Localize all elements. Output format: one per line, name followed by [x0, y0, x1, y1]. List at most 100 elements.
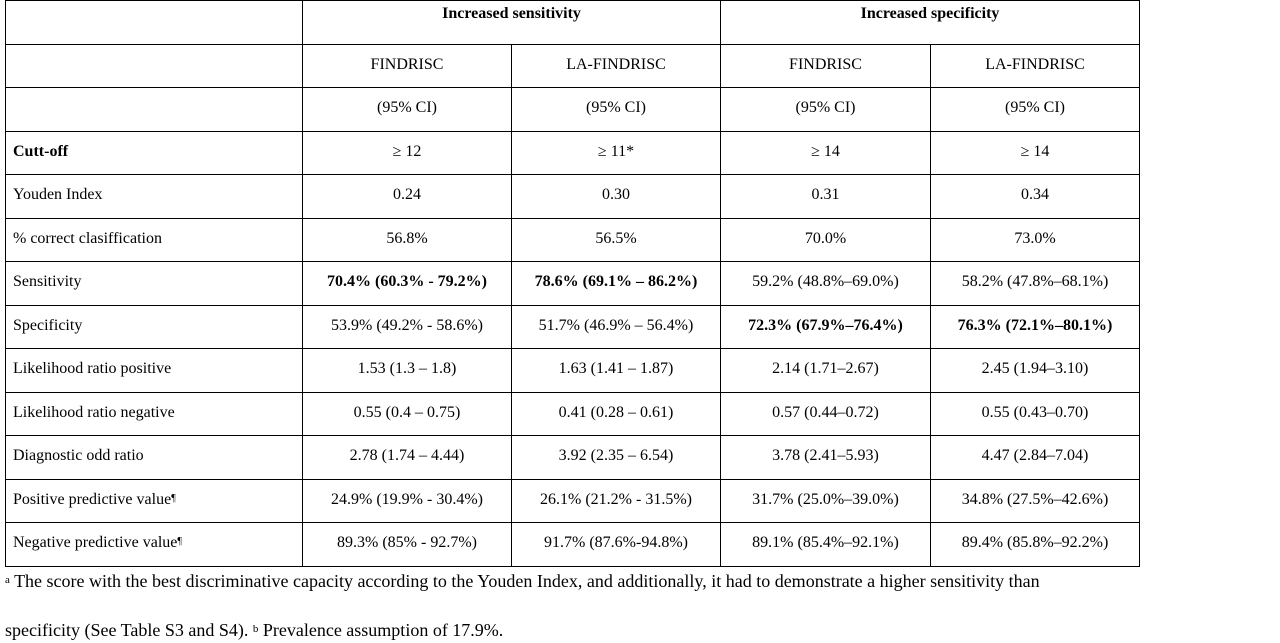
- cell-value: 53.9% (49.2% - 58.6%): [331, 316, 483, 334]
- value-cell: 70.4% (60.3% - 79.2%): [302, 261, 512, 306]
- table-row: Likelihood ratio negative 0.55 (0.4 – 0.7…: [5, 391, 1141, 436]
- cell-value: 0.55 (0.43–0.70): [981, 403, 1089, 421]
- value-cell: 4.47 (2.84–7.04): [929, 435, 1141, 480]
- row-label: Specificity: [13, 316, 83, 334]
- header-empty-cell: [5, 87, 303, 132]
- cell-value: 70.4% (60.3% - 79.2%): [327, 273, 487, 290]
- value-cell: 24.9% (19.9% - 30.4%): [302, 478, 512, 523]
- cell-value: 31.7% (25.0%–39.0%): [752, 490, 899, 508]
- row-label-footnote-mark: ¶: [171, 492, 176, 504]
- value-cell: 58.2% (47.8%–68.1%): [929, 261, 1141, 306]
- value-cell: 89.1% (85.4%–92.1%): [720, 522, 931, 567]
- header-row-ci: (95% CI) (95% CI) (95% CI) (95% CI): [5, 87, 1141, 132]
- value-cell: 0.41 (0.28 – 0.61): [511, 391, 721, 436]
- table-row: Likelihood ratio positive 1.53 (1.3 – 1.8…: [5, 348, 1141, 393]
- cell-value: 0.41 (0.28 – 0.61): [558, 403, 674, 421]
- value-cell: 1.53 (1.3 – 1.8): [302, 348, 512, 393]
- row-label: Positive predictive value: [13, 490, 172, 508]
- cell-value: 76.3% (72.1%–80.1%): [957, 316, 1113, 334]
- row-label-cell: Sensitivity: [5, 261, 303, 306]
- header-model-cell: FINDRISC: [302, 43, 512, 88]
- footnote-b-mark: b: [252, 623, 259, 635]
- value-cell: 0.57 (0.44–0.72): [720, 391, 931, 436]
- header-model-cell: LA-FINDRISC: [511, 43, 721, 88]
- footnote-a-continued: specificity (See Table S3 and S4). b Pre…: [5, 620, 503, 640]
- value-cell: 2.14 (1.71–2.67): [720, 348, 931, 393]
- value-cell: 0.31: [720, 174, 931, 219]
- footnote-b-text: Prevalence assumption of 17.9%.: [258, 620, 504, 640]
- row-label: Diagnostic odd ratio: [13, 447, 144, 464]
- cell-value: 73.0%: [1014, 229, 1056, 247]
- table-row: Negative predictive value¶ 89.3% (85% - 9…: [5, 522, 1141, 567]
- value-cell: 26.1% (21.2% - 31.5%): [511, 478, 721, 523]
- value-cell: 76.3% (72.1%–80.1%): [929, 304, 1141, 349]
- cell-value: ≥ 12: [392, 142, 422, 160]
- value-cell: 78.6% (69.1% – 86.2%): [511, 261, 721, 306]
- header-row-models: FINDRISC LA-FINDRISC FINDRISC LA-FINDRIS…: [5, 43, 1141, 88]
- row-label: Youden Index: [13, 186, 103, 203]
- cell-value: 0.30: [602, 186, 630, 203]
- header-model-cell: LA-FINDRISC: [929, 43, 1141, 88]
- footnote-a-text: The score with the best discriminative c…: [9, 571, 1040, 591]
- row-label: Sensitivity: [13, 273, 82, 290]
- cell-value: 1.63 (1.41 – 1.87): [558, 360, 674, 377]
- value-cell: 34.8% (27.5%–42.6%): [929, 478, 1141, 523]
- footnote-a: a The score with the best discriminative…: [5, 571, 1040, 591]
- row-label-cell: Cutt-off: [5, 130, 303, 175]
- row-label-cell: Diagnostic odd ratio: [5, 435, 303, 480]
- table-row: Cutt-off ≥ 12 ≥ 11* ≥ 14 ≥ 14: [5, 130, 1141, 175]
- cell-value: 56.5%: [595, 229, 637, 247]
- table-row: % correct clasiffication 56.8% 56.5% 70.0% 7…: [5, 217, 1141, 262]
- cell-value: 70.0%: [804, 229, 847, 247]
- value-cell: 73.0%: [929, 217, 1141, 262]
- value-cell: ≥ 14: [720, 130, 931, 175]
- value-cell: ≥ 14: [929, 130, 1141, 175]
- row-label: Negative predictive value: [13, 534, 178, 551]
- value-cell: 89.3% (85% - 92.7%): [302, 522, 512, 567]
- row-label-cell: Likelihood ratio positive: [5, 348, 303, 393]
- value-cell: 0.55 (0.43–0.70): [929, 391, 1141, 436]
- cell-value: 0.57 (0.44–0.72): [772, 403, 879, 421]
- cell-value: 34.8% (27.5%–42.6%): [961, 490, 1109, 508]
- cell-value: 0.34: [1021, 186, 1049, 203]
- cell-value: 51.7% (46.9% – 56.4%): [538, 316, 694, 334]
- value-cell: 51.7% (46.9% – 56.4%): [511, 304, 721, 349]
- cell-value: 3.78 (2.41–5.93): [772, 447, 879, 464]
- value-cell: 59.2% (48.8%–69.0%): [720, 261, 931, 306]
- cell-value: 3.92 (2.35 – 6.54): [558, 447, 674, 464]
- row-label-cell: Likelihood ratio negative: [5, 391, 303, 436]
- cell-value: 89.4% (85.8%–92.2%): [961, 534, 1109, 551]
- value-cell: 56.8%: [302, 217, 512, 262]
- cell-value: 91.7% (87.6%-94.8%): [544, 534, 688, 551]
- header-ci-cell: (95% CI): [929, 87, 1141, 132]
- header-row-groups: Increased sensitivity Increased specific…: [5, 0, 1141, 45]
- value-cell: 0.24: [302, 174, 512, 219]
- row-label-cell: Specificity: [5, 304, 303, 349]
- table-row: Positive predictive value¶ 24.9% (19.9% -…: [5, 478, 1141, 523]
- value-cell: ≥ 11*: [511, 130, 721, 175]
- value-cell: 0.55 (0.4 – 0.75): [302, 391, 512, 436]
- row-label: Cutt-off: [13, 142, 69, 160]
- cell-value: ≥ 11*: [597, 142, 635, 160]
- footnote-a-mark: a: [5, 574, 10, 586]
- cell-value: 1.53 (1.3 – 1.8): [357, 360, 457, 377]
- value-cell: 3.78 (2.41–5.93): [720, 435, 931, 480]
- cell-value: 89.3% (85% - 92.7%): [337, 534, 477, 551]
- cell-value: 72.3% (67.9%–76.4%): [748, 316, 903, 334]
- row-label-cell: Youden Index: [5, 174, 303, 219]
- header-group-specificity: Increased specificity: [719, 0, 1141, 45]
- value-cell: 2.78 (1.74 – 4.44): [302, 435, 512, 480]
- value-cell: 91.7% (87.6%-94.8%): [511, 522, 721, 567]
- cell-value: 89.1% (85.4%–92.1%): [752, 534, 899, 551]
- header-ci-cell: (95% CI): [720, 87, 931, 132]
- cell-value: 0.55 (0.4 – 0.75): [353, 403, 461, 421]
- value-cell: 31.7% (25.0%–39.0%): [720, 478, 931, 523]
- header-empty-cell: [5, 0, 303, 45]
- cell-value: 2.78 (1.74 – 4.44): [349, 447, 465, 464]
- cell-value: 56.8%: [386, 229, 428, 247]
- header-empty-cell: [5, 43, 303, 88]
- table-row: Youden Index 0.24 0.30 0.31 0.34: [5, 174, 1141, 219]
- value-cell: 72.3% (67.9%–76.4%): [720, 304, 931, 349]
- cell-value: 58.2% (47.8%–68.1%): [961, 273, 1109, 290]
- row-label-cell: Negative predictive value¶: [5, 522, 303, 567]
